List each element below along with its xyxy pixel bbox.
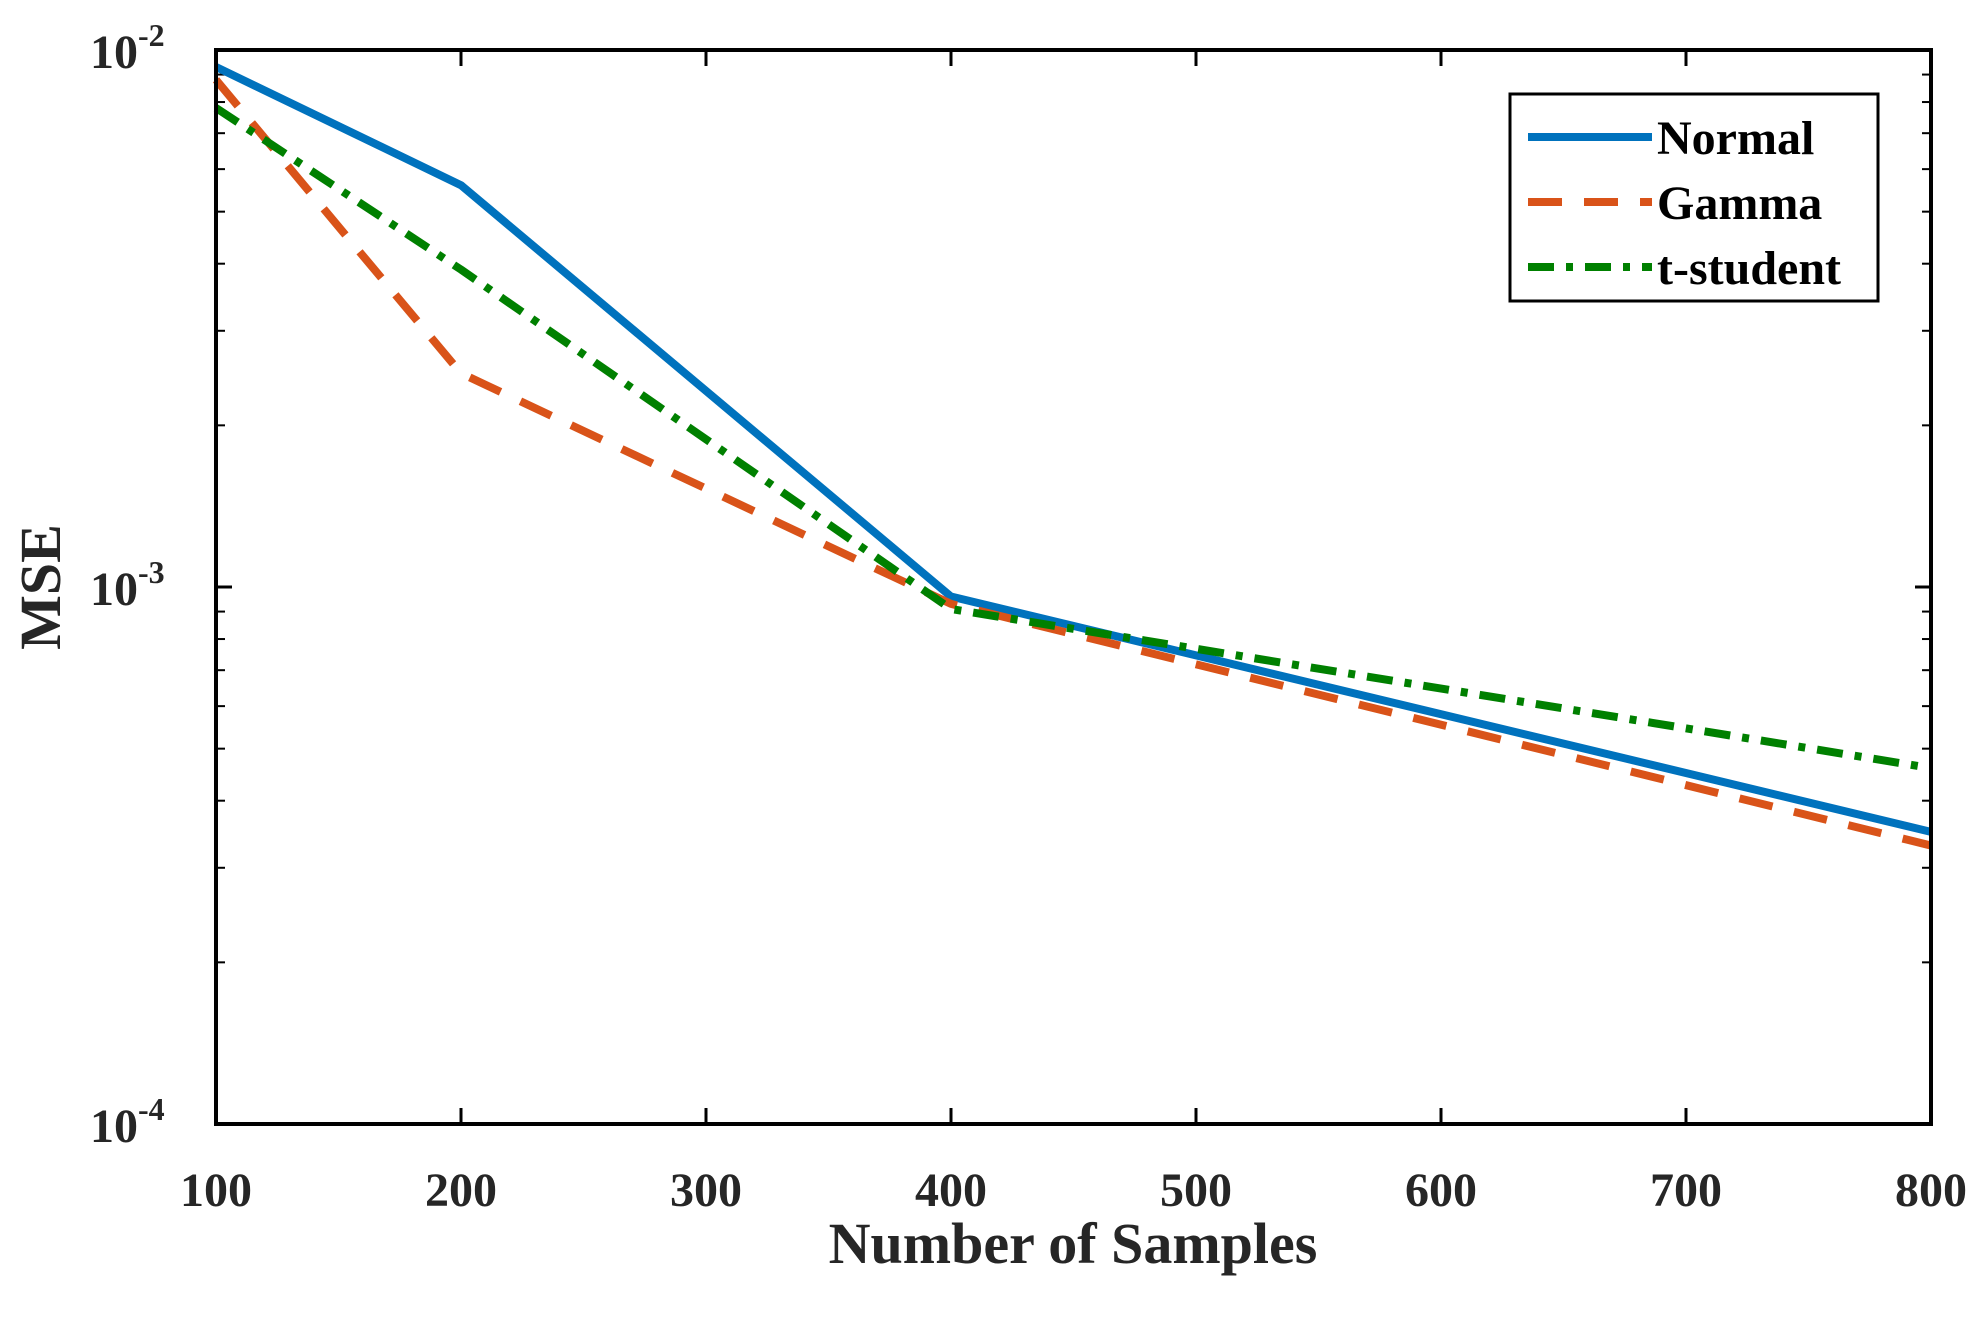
series-lines — [212, 63, 1932, 850]
y-axis-title: MSE — [8, 524, 73, 650]
x-tick-label: 800 — [1895, 1164, 1967, 1217]
x-tick-label: 500 — [1160, 1164, 1232, 1217]
legend-label: t-student — [1657, 242, 1841, 295]
y-tick-labels: 10-4 10-3 10-2 — [90, 17, 165, 1153]
legend-label: Normal — [1657, 112, 1814, 165]
x-axis-title: Number of Samples — [829, 1211, 1318, 1276]
x-tick-label: 200 — [425, 1164, 497, 1217]
x-tick-label: 600 — [1405, 1164, 1477, 1217]
x-tick-label: 700 — [1650, 1164, 1722, 1217]
plot-frame — [214, 48, 1933, 1126]
legend-label: Gamma — [1657, 177, 1822, 230]
series-line-t-student — [213, 104, 1932, 773]
x-tick-label: 400 — [915, 1164, 987, 1217]
y-tick-label: 10-4 — [90, 1091, 165, 1153]
y-tick-label: 10-2 — [90, 17, 165, 79]
x-tick-label: 100 — [180, 1164, 252, 1217]
legend: Normal Gamma t-student — [1508, 92, 1880, 303]
series-line-gamma — [212, 77, 1932, 850]
series-line-normal — [214, 63, 1932, 836]
x-tick-label: 300 — [670, 1164, 742, 1217]
y-tick-label: 10-3 — [90, 554, 165, 616]
x-tick-labels: 100 200 300 400 500 600 700 800 — [180, 1164, 1967, 1217]
